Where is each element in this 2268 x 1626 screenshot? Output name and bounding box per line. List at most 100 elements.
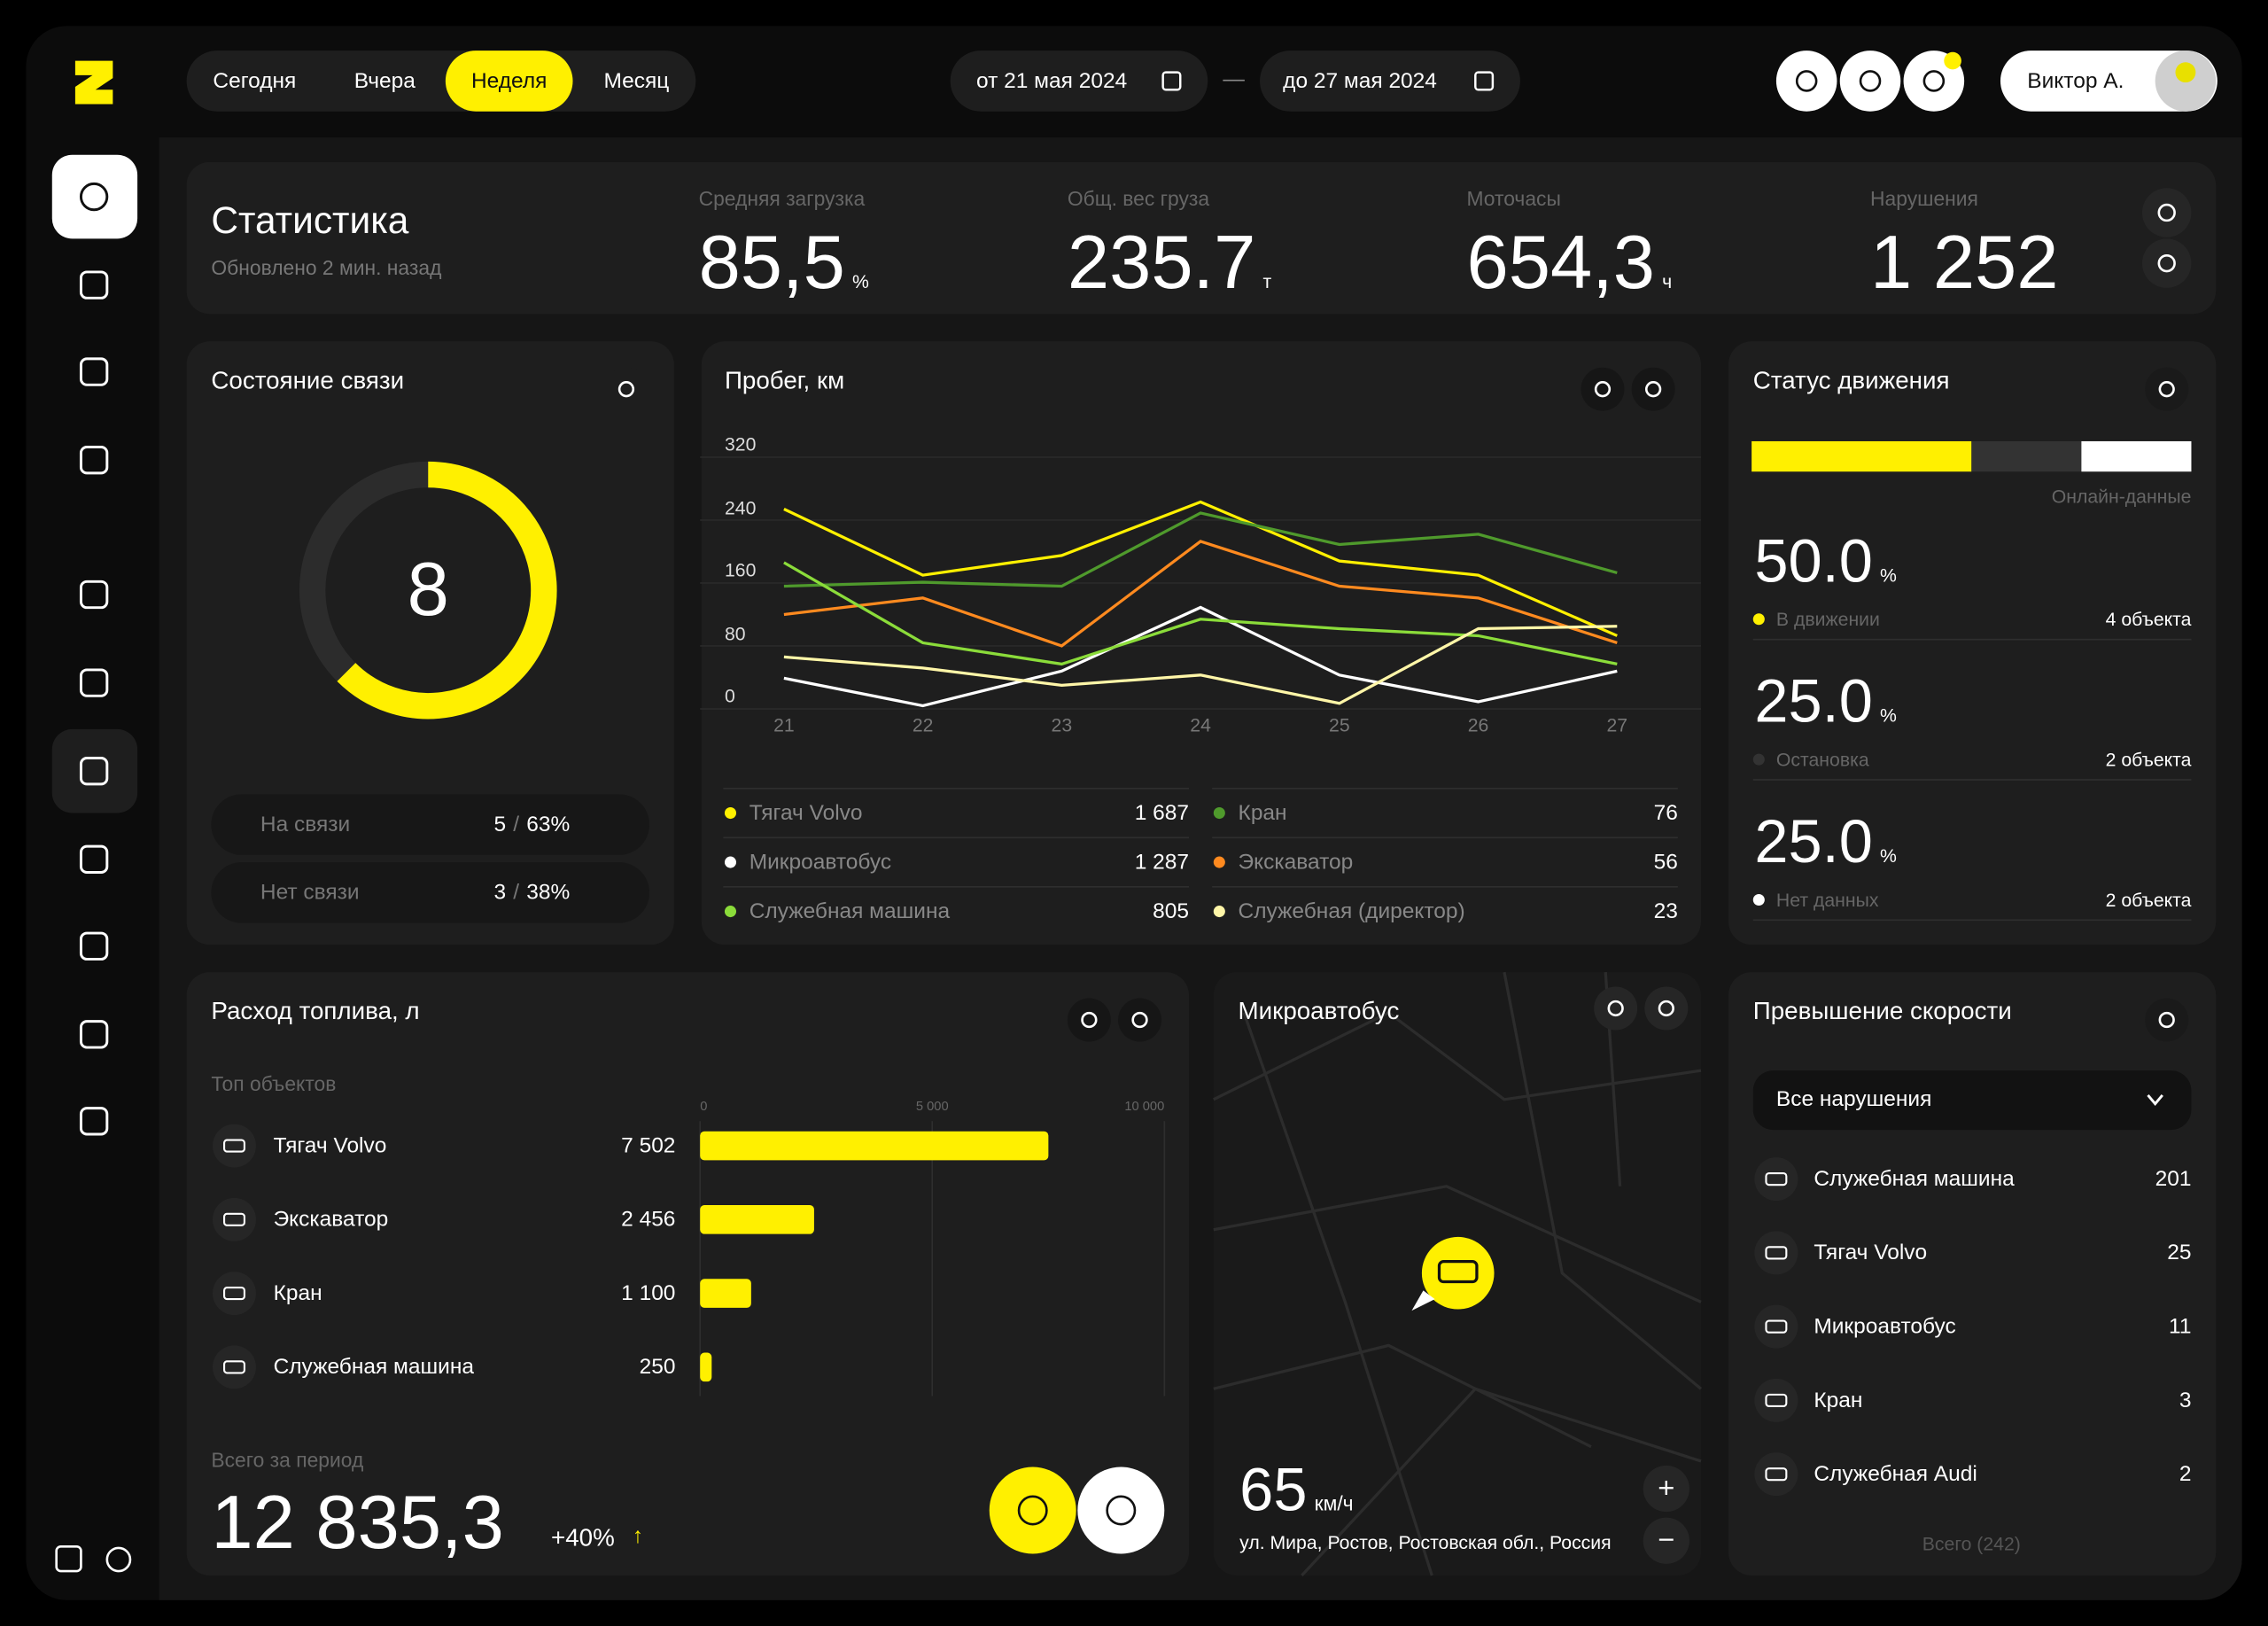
zoom-out: − (1658, 1524, 1675, 1557)
speeding-name: Кран (1814, 1388, 1863, 1413)
status-number: 25.0 (1754, 666, 1873, 735)
speeding-count: 201 (2155, 1166, 2192, 1192)
x-tick-label: 0 (700, 1098, 708, 1114)
legend-total: 56 (1653, 850, 1678, 875)
status-bar-label: Онлайн-данные (2051, 485, 2192, 508)
speeding-name: Служебная машина (1814, 1166, 2015, 1192)
x-tick-label: 26 (1467, 713, 1489, 736)
speeding-count: 25 (2167, 1240, 2192, 1265)
x-tick-label: 5 000 (915, 1098, 949, 1114)
bar-category: Служебная машина (273, 1354, 474, 1380)
stat-label: Общ. вес груза (1067, 186, 1210, 210)
speeding-count: 2 (2179, 1461, 2192, 1487)
legend-total: 23 (1653, 899, 1678, 924)
tab[interactable]: Месяц (603, 68, 670, 94)
tab[interactable]: Неделя (470, 68, 548, 94)
zoom-in: + (1658, 1473, 1675, 1505)
date-to: до 27 мая 2024 (1283, 68, 1437, 94)
fuel-subtitle: Топ объектов (211, 1071, 337, 1095)
fuel-title: Расход топлива, л (211, 997, 420, 1025)
speed-unit: км/ч (1314, 1491, 1354, 1515)
speeding-name: Служебная Audi (1814, 1461, 1977, 1487)
fuel-change: +40% (551, 1523, 615, 1552)
date-separator: — (1223, 66, 1245, 92)
tab[interactable]: Вчера (353, 68, 416, 94)
legend-name: Кран (1238, 800, 1287, 826)
stat-value-group: 85,5% (699, 226, 869, 301)
x-tick-label: 21 (773, 713, 795, 736)
status-unit: % (1880, 704, 1897, 727)
status-label: Нет данных (1775, 889, 1879, 911)
user-name: Виктор А. (2027, 68, 2124, 94)
fuel-total: 12 835,3 (211, 1481, 504, 1566)
stat-value: 235.7 (1067, 221, 1256, 306)
map-title: Микроавтобус (1238, 997, 1400, 1025)
bar-category: Тягач Volvo (273, 1133, 387, 1158)
status-label: Остановка (1775, 748, 1869, 771)
legend-total: 805 (1153, 899, 1190, 924)
status-count: 4 объекта (2105, 608, 2192, 631)
connection-title: Состояние связи (211, 366, 405, 394)
connection-count: 5/63% (493, 813, 570, 835)
legend-total: 1 287 (1134, 850, 1190, 875)
connection-count: 3/38% (493, 882, 570, 903)
map-speed: 65 км/ч (1239, 1459, 1353, 1521)
stat-value-group: 654,3 ч (1467, 226, 1673, 301)
connection-row (211, 794, 650, 855)
count: 3 (493, 880, 507, 906)
bar-value-label: 2 456 (621, 1207, 676, 1233)
y-tick-label: 0 (724, 685, 735, 707)
legend-name: Тягач Volvo (749, 800, 863, 826)
stat-unit: % (851, 270, 869, 292)
status-number: 50.0 (1754, 526, 1873, 595)
bar-category: Кран (273, 1280, 322, 1306)
y-tick-label: 320 (724, 432, 757, 455)
legend-name: Экскаватор (1238, 850, 1354, 875)
x-tick-label: 24 (1190, 713, 1211, 736)
x-tick-label: 27 (1606, 713, 1628, 736)
y-tick-label: 80 (724, 622, 746, 644)
connection-row (211, 862, 650, 923)
speeding-count: 11 (2169, 1314, 2192, 1340)
donut-total: 8 (407, 548, 449, 633)
status-label: В движении (1775, 608, 1880, 631)
stat-value: 85,5 (698, 221, 845, 306)
date-from: от 21 мая 2024 (976, 68, 1128, 94)
status-value: 25.0% (1754, 807, 1897, 875)
speeding-count: 3 (2179, 1388, 2192, 1413)
status-number: 25.0 (1754, 807, 1873, 875)
connection-label: Нет связи (260, 880, 360, 906)
stat-unit: т (1262, 270, 1272, 292)
speed-value: 65 (1239, 1455, 1308, 1524)
stats-title: Статистика (211, 198, 409, 242)
separator: / (513, 812, 520, 837)
tabs-group (186, 51, 696, 112)
speeding-footer: Всего (242) (1922, 1532, 2021, 1555)
stat-label: Средняя загрузка (698, 186, 866, 210)
status-unit: % (1880, 844, 1897, 867)
sidebar-selected (51, 728, 138, 813)
speeding-filter[interactable] (1752, 1070, 2192, 1131)
stat-value-group: 235.7 т (1068, 226, 1271, 301)
legend-name: Служебная (директор) (1238, 899, 1465, 924)
status-value: 25.0% (1754, 666, 1897, 735)
x-tick-label: 23 (1051, 713, 1073, 736)
legend-total: 76 (1653, 800, 1678, 826)
fuel-total-label: Всего за период (211, 1448, 364, 1472)
tab[interactable]: Сегодня (213, 68, 297, 94)
stat-value-group: 1 252 (1870, 226, 2058, 301)
speeding-name: Микроавтобус (1814, 1314, 1956, 1340)
speeding-name: Тягач Volvo (1814, 1240, 1928, 1265)
bar-value-label: 1 100 (621, 1280, 676, 1306)
stat-value: 1 252 (1870, 221, 2059, 306)
y-tick-label: 160 (724, 559, 757, 581)
stats-card (186, 161, 2217, 315)
legend-total: 1 687 (1134, 800, 1190, 826)
stats-updated: Обновлено 2 мин. назад (211, 255, 442, 280)
stat-unit: ч (1662, 270, 1673, 292)
tab-active[interactable] (445, 51, 573, 112)
bar-value-label: 7 502 (621, 1133, 676, 1158)
legend-name: Микроавтобус (749, 850, 892, 875)
sidebar-active (51, 154, 138, 239)
